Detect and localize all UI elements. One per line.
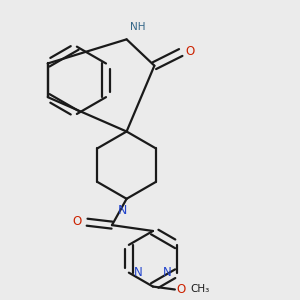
Text: O: O	[185, 45, 194, 58]
Text: O: O	[176, 283, 186, 296]
Text: N: N	[163, 266, 172, 279]
Text: N: N	[134, 266, 143, 279]
Text: CH₃: CH₃	[190, 284, 209, 295]
Text: O: O	[73, 215, 82, 228]
Text: N: N	[118, 204, 127, 217]
Text: NH: NH	[130, 22, 145, 32]
